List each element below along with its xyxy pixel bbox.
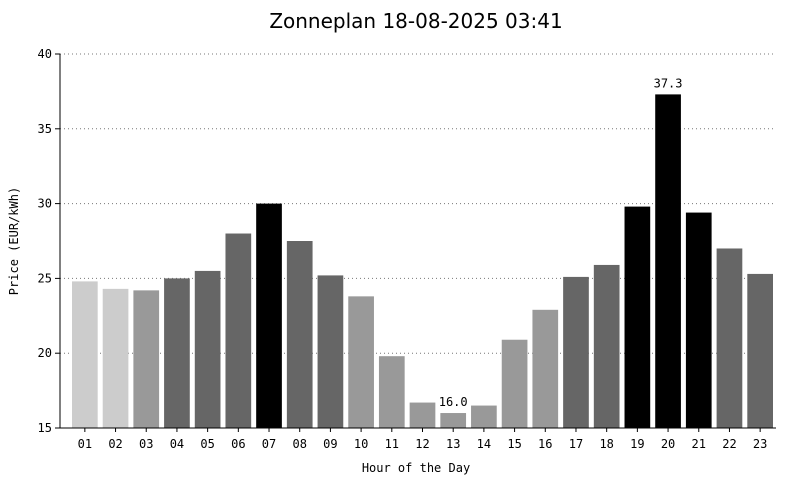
bar-hour-11 [378,356,405,428]
x-tick-label: 10 [354,437,368,451]
x-tick-label: 14 [477,437,491,451]
chart-title: Zonneplan 18-08-2025 03:41 [269,9,562,33]
y-tick-labels: 15 20 25 30 35 40 [38,47,60,435]
x-tick-label: 23 [753,437,767,451]
bar-hour-08 [286,241,313,428]
x-tick-label: 12 [415,437,429,451]
y-tick-label: 40 [38,47,52,61]
x-tick-label: 13 [446,437,460,451]
x-tick-label: 16 [538,437,552,451]
bar-hour-19 [624,206,651,428]
x-tick-label: 22 [722,437,736,451]
bars [72,94,773,428]
x-tick-label: 01 [78,437,92,451]
x-tick-label: 19 [630,437,644,451]
x-tick-label: 21 [692,437,706,451]
bar-hour-17 [563,276,589,428]
x-tick-label: 07 [262,437,276,451]
bar-hour-05 [194,270,221,428]
bar-hour-10 [348,296,374,428]
x-tick-label: 05 [200,437,214,451]
y-tick-label: 30 [38,197,52,211]
bar-hour-02 [102,288,129,428]
bar-hour-09 [317,275,344,428]
bar-hour-15 [501,339,528,428]
x-axis-label: Hour of the Day [362,461,470,475]
x-tick-label: 15 [507,437,521,451]
bar-hour-18 [593,264,620,428]
bar-hour-06 [225,233,252,428]
data-labels: 16.0 37.3 [439,76,683,409]
bar-hour-07 [256,203,282,428]
bar-hour-21 [685,212,712,428]
x-tick-label: 02 [108,437,122,451]
y-tick-label: 35 [38,122,52,136]
bar-hour-04 [164,278,190,428]
bar-hour-13 [440,413,467,428]
x-tick-label: 04 [170,437,184,451]
x-tick-label: 09 [323,437,337,451]
data-label: 16.0 [439,395,468,409]
bar-hour-12 [409,402,436,428]
bar-hour-14 [471,405,497,428]
bar-hour-23 [747,273,773,428]
y-tick-label: 20 [38,346,52,360]
x-tick-label: 11 [385,437,399,451]
x-tick-label: 20 [661,437,675,451]
bar-hour-16 [532,309,559,428]
x-tick-label: 18 [599,437,613,451]
y-axis-label: Price (EUR/kWh) [7,187,21,295]
y-tick-label: 25 [38,271,52,285]
bar-hour-20 [655,94,681,428]
data-label: 37.3 [654,76,683,90]
x-tick-label: 06 [231,437,245,451]
bar-hour-03 [133,290,160,428]
y-tick-label: 15 [38,421,52,435]
x-tick-labels: 01 02 03 04 05 06 07 08 09 10 11 12 13 14 15 16 17 18 19 20… [78,428,767,451]
axes [59,54,776,429]
x-tick-label: 03 [139,437,153,451]
x-tick-label: 08 [292,437,306,451]
bar-hour-22 [716,248,743,428]
x-tick-label: 17 [569,437,583,451]
bar-hour-01 [72,281,98,428]
